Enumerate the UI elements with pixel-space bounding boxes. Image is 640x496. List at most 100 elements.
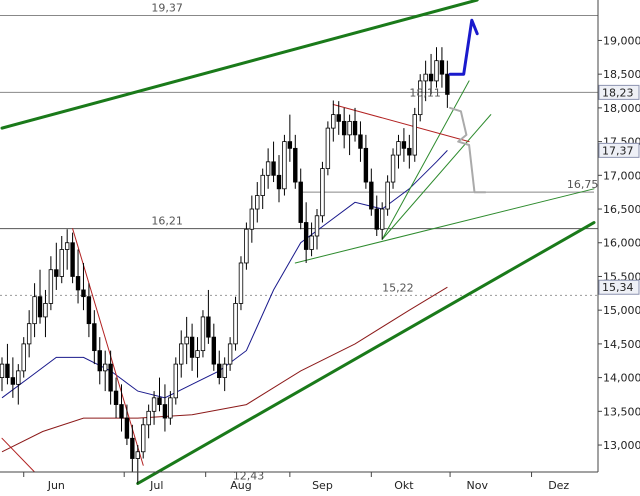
candle-body: [195, 350, 200, 358]
y-tick-label: 17,000: [603, 169, 640, 182]
candle-body: [200, 316, 206, 352]
candle: [26, 310, 32, 358]
candle-body: [445, 73, 450, 95]
candle: [363, 134, 369, 189]
candle: [434, 47, 439, 88]
candle: [217, 350, 222, 385]
candle: [298, 168, 303, 230]
candle: [124, 404, 130, 446]
candle-body: [5, 363, 10, 379]
candle-body: [309, 235, 314, 250]
candle: [374, 195, 379, 236]
y-tick-label: 15,000: [603, 304, 640, 317]
y-tick-label: 16,500: [603, 203, 640, 216]
candle: [5, 343, 10, 385]
candle-body: [135, 451, 140, 459]
level-annotation: 19,37: [151, 2, 183, 15]
candle: [238, 256, 244, 311]
candle: [320, 161, 325, 223]
candle-body: [168, 397, 173, 419]
candle: [173, 357, 178, 405]
candle-body: [282, 141, 287, 190]
candle: [314, 209, 320, 250]
candle-body: [352, 120, 358, 136]
x-tick-label: Jun: [47, 479, 65, 492]
candle: [385, 175, 390, 216]
candle: [282, 134, 287, 196]
candle: [390, 148, 396, 189]
value-tag-box: [598, 84, 640, 100]
level-annotation: 18,11: [409, 86, 441, 99]
candle-body: [336, 114, 341, 122]
candle: [271, 141, 276, 183]
annotations: 19,37 18,11 16,21 15,22 12,43 16,75: [151, 2, 598, 483]
candle: [141, 418, 146, 459]
candle-body: [260, 174, 265, 196]
candle: [59, 236, 64, 284]
candle: [418, 74, 423, 122]
candle: [341, 107, 347, 149]
candle: [407, 134, 412, 169]
candle-body: [162, 404, 168, 419]
candle: [151, 391, 157, 425]
candle: [211, 323, 217, 371]
candle-body: [244, 228, 249, 264]
candle: [412, 107, 417, 162]
candle-body: [233, 303, 238, 345]
candle: [255, 182, 260, 223]
y-tick-label: 18,000: [603, 102, 640, 115]
value-tag-box: [598, 279, 640, 295]
x-tick-label: Nov: [466, 479, 488, 492]
candle-body: [412, 114, 417, 156]
candle: [401, 128, 407, 162]
candle: [309, 222, 314, 257]
candle-body: [298, 181, 303, 223]
candle-body: [255, 195, 260, 210]
trendline: [136, 221, 596, 485]
candle: [352, 107, 358, 142]
candle-body: [102, 363, 108, 372]
candle-body: [293, 147, 298, 183]
trendline: [332, 104, 470, 143]
candle: [195, 337, 200, 378]
candlesticks: [0, 47, 450, 484]
value-tag-label: 18,23: [602, 86, 634, 99]
value-tag-label: 15,34: [602, 281, 634, 294]
candle-body: [265, 161, 271, 176]
candle: [222, 357, 227, 392]
candle: [37, 269, 43, 324]
candle: [162, 384, 168, 432]
candle-body: [314, 215, 320, 237]
moving-average-line: [1, 286, 448, 453]
level-annotation: 16,75: [567, 178, 599, 191]
candle: [303, 202, 309, 263]
candle: [260, 168, 265, 210]
candle-body: [358, 134, 363, 149]
candle-body: [130, 437, 135, 459]
candle-body: [26, 323, 32, 345]
candle-body: [222, 363, 227, 379]
candle: [325, 121, 331, 176]
trendline: [381, 114, 492, 240]
y-tick-label: 13,000: [603, 439, 640, 452]
candle-body: [48, 269, 54, 304]
projection-path: [448, 18, 479, 76]
candle: [168, 391, 173, 425]
candle-body: [173, 363, 178, 399]
candle-body: [64, 242, 70, 250]
candle: [97, 337, 102, 385]
candle: [92, 310, 97, 365]
candle-body: [227, 343, 233, 365]
projection-path: [449, 106, 487, 194]
candle: [358, 121, 363, 162]
candle-body: [97, 350, 102, 372]
candle: [102, 350, 108, 392]
candle: [157, 377, 162, 412]
candle-body: [81, 289, 86, 298]
candle-body: [379, 208, 385, 230]
value-tag: 15,34: [598, 279, 640, 295]
candle: [369, 168, 374, 216]
candle-body: [363, 147, 369, 183]
